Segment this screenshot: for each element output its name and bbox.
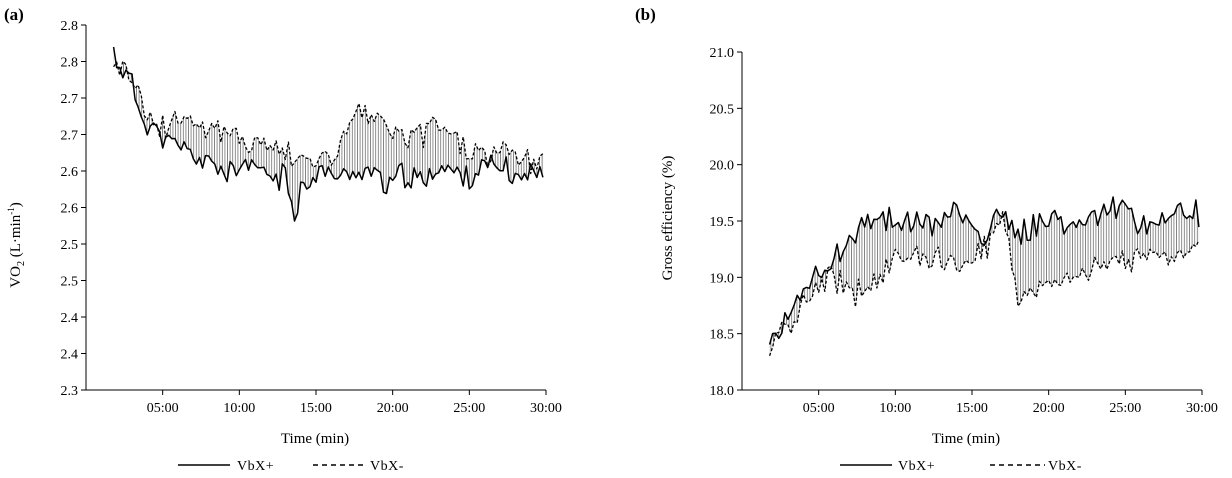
x-tick-label: 30:00 [1186, 401, 1218, 416]
x-tick-label: 10:00 [223, 401, 255, 416]
x-tick-label: 25:00 [1109, 401, 1141, 416]
panel-b-x-axis: 05:00 10:00 15:00 20:00 25:00 30:00 [742, 389, 1218, 416]
y-tick-label: 2.7 [61, 129, 79, 144]
panel-b-x-axis-title: Time (min) [932, 431, 1000, 447]
panel-b-legend-label-vbx-minus: VbX- [1048, 459, 1082, 474]
x-tick-label: 10:00 [879, 401, 911, 416]
y-tick-label: 20.0 [710, 159, 735, 174]
x-tick-label: 30:00 [530, 401, 562, 416]
panel-a-x-axis-title: Time (min) [281, 431, 349, 447]
y-tick-label: 21.0 [710, 46, 735, 61]
x-tick-label: 05:00 [803, 401, 835, 416]
y-tick-label: 2.8 [61, 56, 79, 71]
y-tick-label: 2.4 [61, 348, 79, 363]
y-tick-label: 18.5 [710, 328, 735, 343]
y-tick-label: 2.8 [61, 19, 79, 34]
panel-b-plot-area [768, 196, 1200, 357]
panel-b-y-axis: 18.0 18.5 19.0 19.5 20.0 20.5 21.0 [710, 46, 743, 399]
panel-b-legend-label-vbx-plus: VbX+ [898, 459, 935, 474]
series-line-vbx-plus [768, 196, 1200, 345]
panel-a-y-axis: 2.3 2.4 2.4 2.5 2.5 2.6 2.6 2.7 2.7 2.8 2.8 [61, 19, 87, 399]
y-tick-label: 18.0 [710, 384, 735, 399]
x-tick-label: 20:00 [1033, 401, 1065, 416]
y-tick-label: 2.7 [61, 92, 79, 107]
panel-b-legend: VbX+ VbX- [840, 459, 1082, 474]
panel-b-y-axis-title: Gross efficiency (%) [660, 156, 676, 281]
y-tick-label: 2.5 [61, 238, 79, 253]
shaded-difference-band [113, 46, 544, 222]
y-tick-label: 20.5 [710, 102, 735, 117]
x-tick-label: 05:00 [147, 401, 179, 416]
x-tick-label: 20:00 [377, 401, 409, 416]
x-tick-label: 15:00 [300, 401, 332, 416]
y-tick-label: 2.6 [61, 165, 79, 180]
series-line-vbx-plus [112, 46, 544, 222]
y-tick-label: 19.0 [710, 271, 735, 286]
panel-a-vo2-chart: (a) 2.3 2.4 2.4 2.5 2.5 2.6 2.6 2.7 2.7 2.8 2.8 05… [4, 5, 562, 474]
y-tick-label: 2.5 [61, 275, 79, 290]
panel-a-plot-area [112, 46, 544, 222]
panel-a-legend: VbX+ VbX- [178, 459, 404, 474]
x-tick-label: 25:00 [453, 401, 485, 416]
panel-a-x-axis: 05:00 10:00 15:00 20:00 25:00 30:00 [86, 389, 562, 416]
panel-a-label: (a) [4, 5, 24, 24]
y-tick-label: 19.5 [710, 215, 735, 230]
panel-a-y-axis-title: VO2 (L·min-1) [6, 202, 27, 287]
x-tick-label: 15:00 [956, 401, 988, 416]
panel-b-gross-efficiency-chart: (b) 18.0 18.5 19.0 19.5 20.0 20.5 21.0 05:00 10… [635, 5, 1218, 474]
panel-a-legend-label-vbx-plus: VbX+ [237, 459, 274, 474]
series-line-vbx-minus [768, 210, 1200, 357]
y-tick-label: 2.3 [61, 384, 79, 399]
series-line-vbx-minus [113, 60, 544, 175]
y-tick-label: 2.6 [61, 202, 79, 217]
panel-b-label: (b) [635, 5, 656, 24]
y-tick-label: 2.4 [61, 311, 79, 326]
panel-a-legend-label-vbx-minus: VbX- [370, 459, 404, 474]
